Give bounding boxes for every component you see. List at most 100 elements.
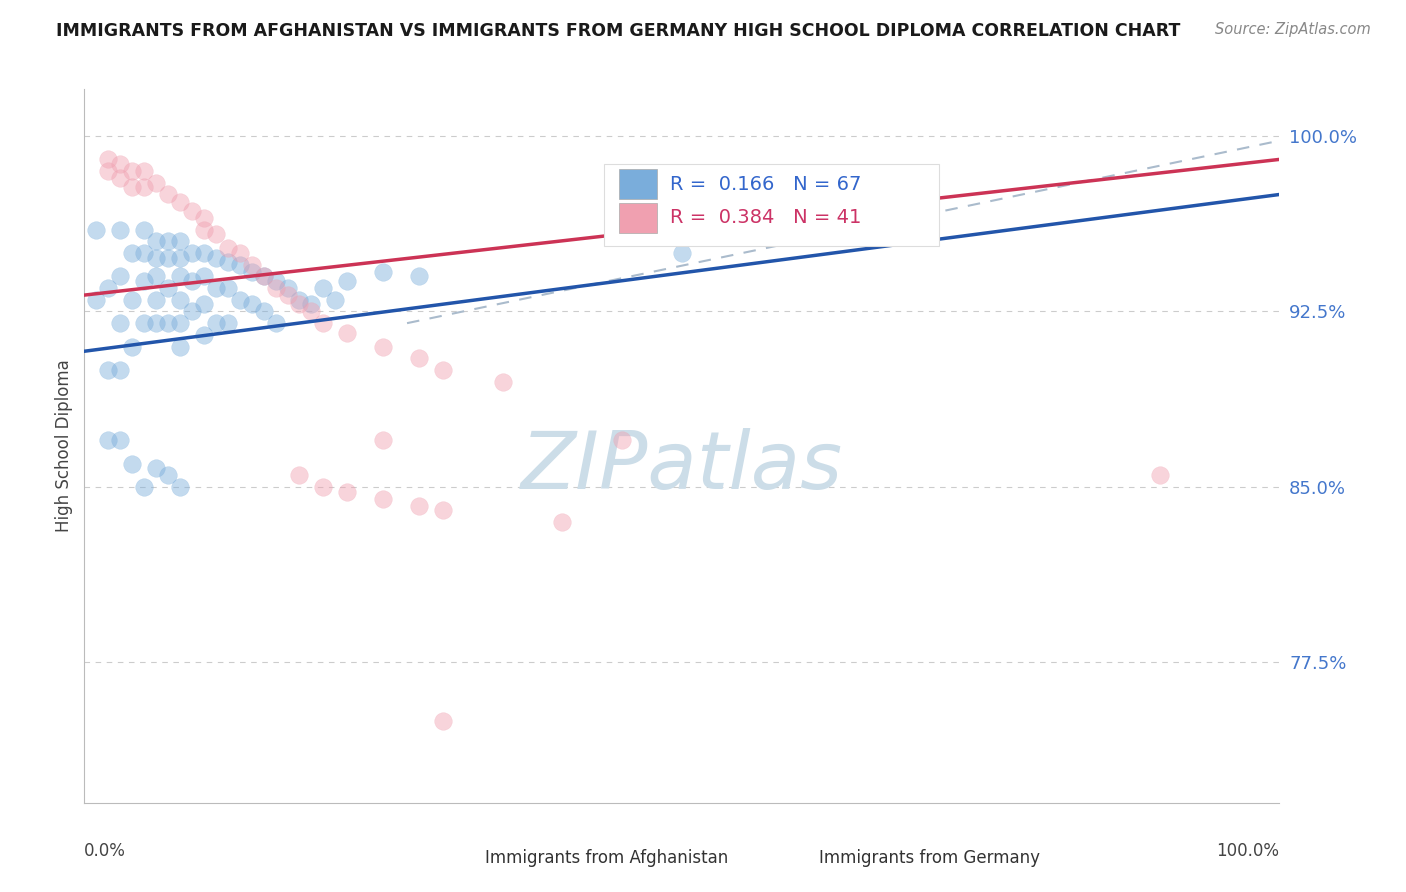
Point [110, 433, 132, 447]
Point [169, 234, 191, 248]
Text: Immigrants from Afghanistan: Immigrants from Afghanistan [485, 849, 728, 867]
Point [432, 363, 454, 377]
Point [86, 222, 108, 236]
Point [169, 340, 191, 354]
Point [169, 293, 191, 307]
Point [193, 211, 215, 225]
Bar [619, 202, 657, 233]
Point [121, 180, 143, 194]
Point [110, 222, 132, 236]
Point [145, 234, 167, 248]
Point [97, 433, 120, 447]
Bar [766, 847, 811, 869]
Point [408, 269, 430, 284]
Point [205, 227, 228, 242]
Point [157, 316, 180, 330]
Point [181, 274, 204, 288]
Point [121, 164, 143, 178]
Point [157, 187, 180, 202]
Point [193, 222, 215, 236]
Point [157, 251, 180, 265]
Point [217, 255, 239, 269]
Point [181, 203, 204, 218]
Point [312, 316, 335, 330]
Point [229, 246, 252, 260]
Text: 0.0%: 0.0% [84, 842, 127, 860]
Point [193, 327, 215, 342]
Point [910, 222, 932, 236]
Point [217, 241, 239, 255]
Point [169, 480, 191, 494]
Point [157, 468, 180, 483]
Point [205, 281, 228, 295]
Point [408, 499, 430, 513]
Point [240, 265, 263, 279]
Point [240, 258, 263, 272]
Point [97, 281, 120, 295]
Text: Immigrants from Germany: Immigrants from Germany [820, 849, 1040, 867]
Point [132, 222, 156, 236]
Point [145, 461, 167, 475]
Point [110, 269, 132, 284]
Point [121, 246, 143, 260]
Point [193, 269, 215, 284]
Point [373, 340, 395, 354]
Bar [619, 169, 657, 199]
Point [253, 269, 276, 284]
Text: Source: ZipAtlas.com: Source: ZipAtlas.com [1215, 22, 1371, 37]
Text: ZIPatlas: ZIPatlas [520, 428, 844, 507]
Point [121, 293, 143, 307]
Point [253, 304, 276, 318]
Point [253, 269, 276, 284]
Point [336, 326, 359, 340]
Point [288, 293, 311, 307]
Text: R =  0.166   N = 67: R = 0.166 N = 67 [671, 175, 862, 194]
Point [110, 157, 132, 171]
Point [229, 293, 252, 307]
Point [97, 153, 120, 167]
Bar [432, 847, 477, 869]
Point [612, 433, 634, 447]
Point [169, 194, 191, 209]
Point [336, 484, 359, 499]
Point [288, 468, 311, 483]
Point [432, 714, 454, 728]
Point [132, 164, 156, 178]
Point [264, 316, 287, 330]
Point [373, 491, 395, 506]
Point [205, 316, 228, 330]
Point [157, 281, 180, 295]
Point [229, 258, 252, 272]
Text: R =  0.384   N = 41: R = 0.384 N = 41 [671, 208, 862, 227]
Point [132, 274, 156, 288]
Point [110, 171, 132, 186]
Point [301, 304, 323, 318]
Point [86, 293, 108, 307]
Point [132, 316, 156, 330]
Text: IMMIGRANTS FROM AFGHANISTAN VS IMMIGRANTS FROM GERMANY HIGH SCHOOL DIPLOMA CORRE: IMMIGRANTS FROM AFGHANISTAN VS IMMIGRANT… [56, 22, 1181, 40]
Point [145, 293, 167, 307]
Point [277, 281, 299, 295]
Point [157, 234, 180, 248]
Y-axis label: High School Diploma: High School Diploma [55, 359, 73, 533]
Point [264, 274, 287, 288]
Point [132, 180, 156, 194]
Point [205, 251, 228, 265]
Text: 100.0%: 100.0% [1216, 842, 1279, 860]
Point [169, 269, 191, 284]
Point [97, 363, 120, 377]
Point [301, 297, 323, 311]
Point [373, 433, 395, 447]
Point [132, 246, 156, 260]
Point [312, 480, 335, 494]
Point [181, 246, 204, 260]
Point [336, 274, 359, 288]
Point [288, 297, 311, 311]
Point [169, 316, 191, 330]
Point [408, 351, 430, 366]
Point [121, 340, 143, 354]
Point [312, 281, 335, 295]
Point [145, 316, 167, 330]
Point [169, 251, 191, 265]
Point [97, 164, 120, 178]
